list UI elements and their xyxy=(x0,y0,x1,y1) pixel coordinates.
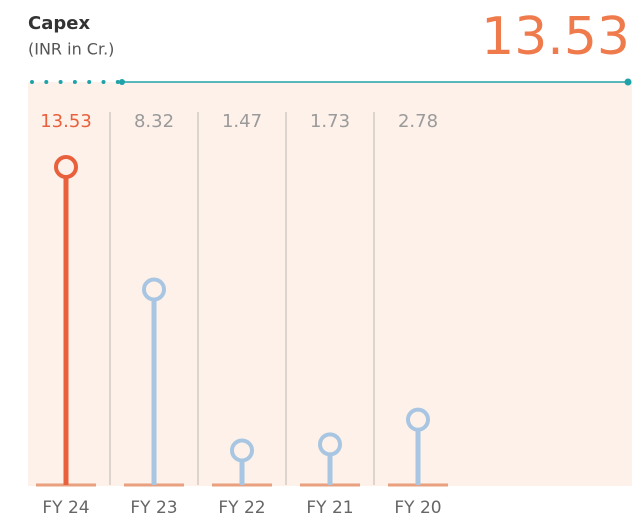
lollipop-head xyxy=(406,407,430,432)
chart-subtitle: (INR in Cr.) xyxy=(28,40,114,59)
x-tick-label: FY 20 xyxy=(394,498,441,518)
lollipop-head xyxy=(318,432,342,457)
value-label: 1.73 xyxy=(310,111,350,132)
lollipop-head xyxy=(142,277,166,302)
x-tick-label: FY 23 xyxy=(130,498,177,518)
x-tick-label: FY 22 xyxy=(218,498,265,518)
headline-value: 13.53 xyxy=(481,7,630,67)
chart-title: Capex xyxy=(28,13,90,34)
value-label: 13.53 xyxy=(40,111,92,132)
value-label: 2.78 xyxy=(398,111,438,132)
header-rule xyxy=(30,78,632,86)
x-tick-label: FY 21 xyxy=(306,498,353,518)
panel xyxy=(28,82,632,486)
value-label: 8.32 xyxy=(134,111,174,132)
lollipop-head xyxy=(230,438,254,463)
x-tick-label: FY 24 xyxy=(42,498,89,518)
lollipop-head xyxy=(54,155,78,179)
value-label: 1.47 xyxy=(222,111,262,132)
